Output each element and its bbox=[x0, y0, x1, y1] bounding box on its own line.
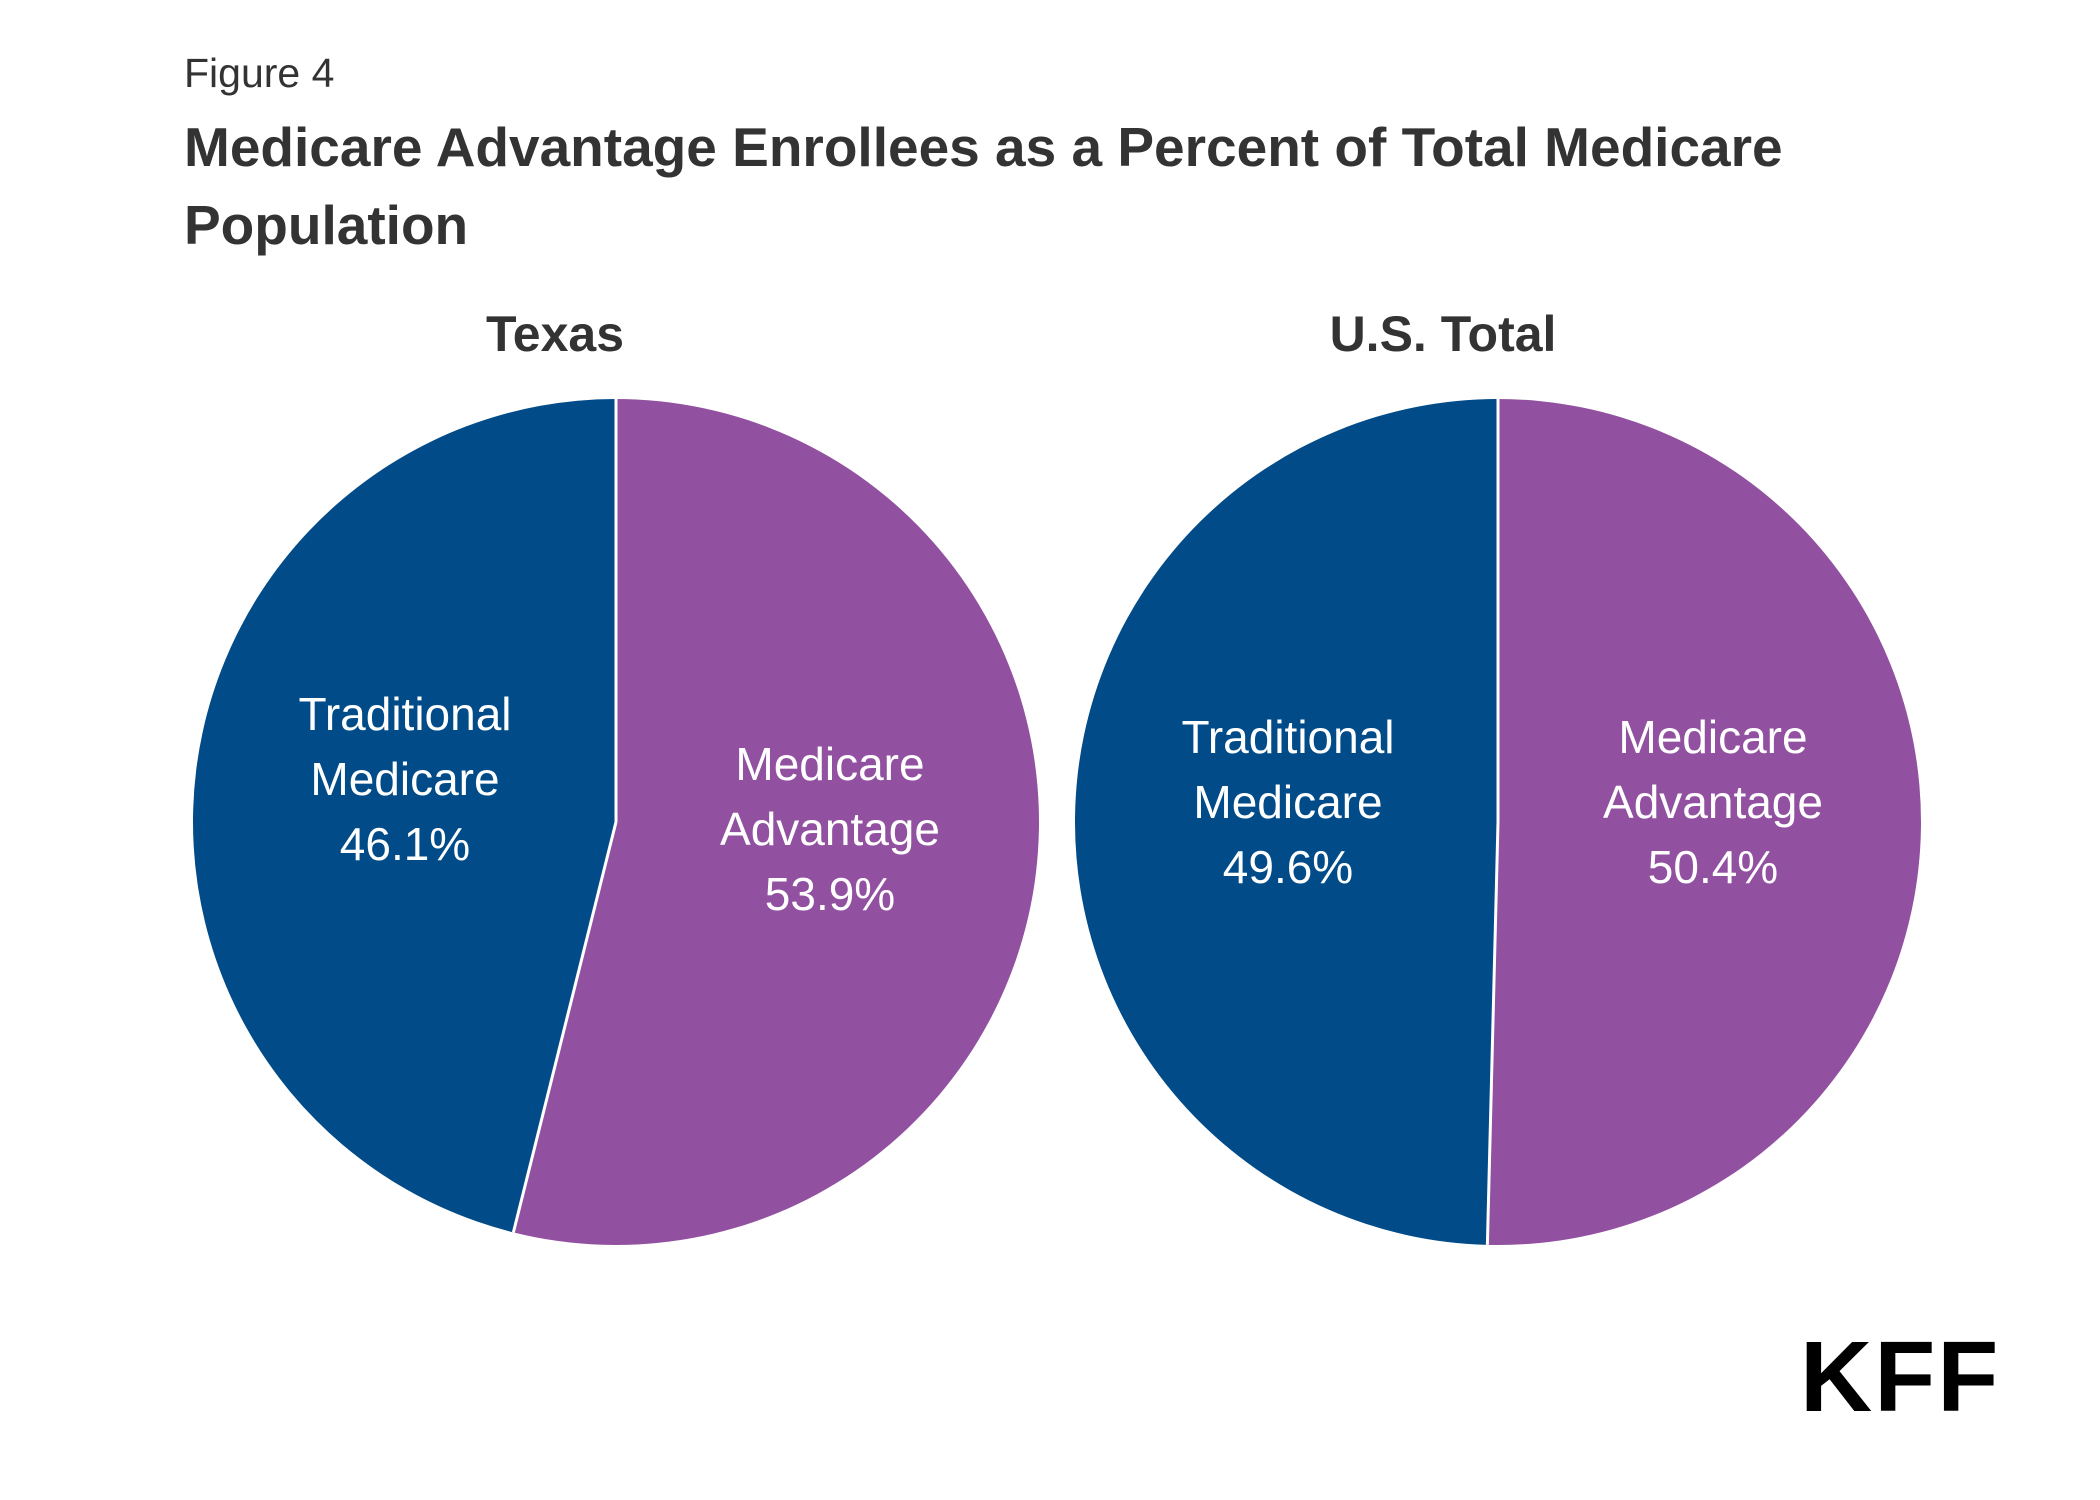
pie-slice-0-advantage bbox=[513, 399, 1039, 1245]
pie-title-texas: Texas bbox=[485, 306, 625, 362]
figure-label: Figure 4 bbox=[184, 50, 335, 96]
kff-logo: KFF bbox=[1800, 1321, 2001, 1433]
chart-title-line-1: Medicare Advantage Enrollees as a Percen… bbox=[184, 116, 1783, 178]
pie-label-1-advantage: Medicare Advantage 50.4% bbox=[1603, 711, 1823, 893]
pie-separator-1 bbox=[1485, 821, 1500, 1245]
chart-title: Medicare Advantage Enrollees as a Percen… bbox=[184, 108, 1934, 264]
pie-title-us-total: U.S. Total bbox=[1329, 306, 1557, 362]
pie-label-0-traditional: Traditional Medicare 46.1% bbox=[298, 688, 511, 870]
pie-slice-0-traditional bbox=[193, 399, 617, 1233]
pie-slice-1-advantage bbox=[1487, 399, 1921, 1245]
pie-label-0-advantage: Medicare Advantage 53.9% bbox=[720, 738, 940, 920]
pie-slice-1-traditional bbox=[1074, 399, 1498, 1245]
pie-separator-0 bbox=[511, 821, 618, 1233]
pie-label-1-traditional: Traditional Medicare 49.6% bbox=[1181, 711, 1394, 893]
chart-title-line-2: Population bbox=[184, 194, 469, 256]
